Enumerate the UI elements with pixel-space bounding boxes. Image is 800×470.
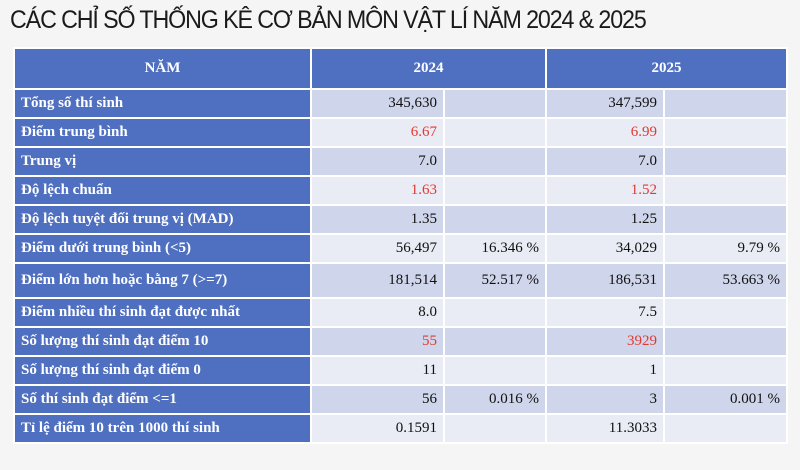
row-label: Điểm lớn hơn hoặc bằng 7 (>=7) xyxy=(13,262,312,299)
row-label: Độ lệch tuyệt đối trung vị (MAD) xyxy=(13,204,312,235)
percent-2025 xyxy=(663,413,788,444)
value-2025: 34,029 xyxy=(545,233,665,264)
value-2024: 345,630 xyxy=(310,88,445,119)
row-label: Điểm nhiều thí sinh đạt được nhất xyxy=(13,297,312,328)
percent-2025: 0.001 % xyxy=(663,384,788,415)
value-2025: 3 xyxy=(545,384,665,415)
percent-2025 xyxy=(663,355,788,386)
row-label: Số lượng thí sinh đạt điểm 0 xyxy=(13,355,312,386)
value-2024: 8.0 xyxy=(310,297,445,328)
percent-2024: 52.517 % xyxy=(443,262,547,299)
percent-2024 xyxy=(443,413,547,444)
percent-2025 xyxy=(663,297,788,328)
percent-2025: 9.79 % xyxy=(663,233,788,264)
value-2025: 186,531 xyxy=(545,262,665,299)
row-label: Điểm dưới trung bình (<5) xyxy=(13,233,312,264)
row-label: Điểm trung bình xyxy=(13,117,312,148)
table-row: Điểm nhiều thí sinh đạt được nhất 8.0 7.5 xyxy=(13,297,788,328)
value-2024: 0.1591 xyxy=(310,413,445,444)
value-2024: 56,497 xyxy=(310,233,445,264)
value-2025: 347,599 xyxy=(545,88,665,119)
value-2025: 1.25 xyxy=(545,204,665,235)
table-row: Số thí sinh đạt điểm <=1 56 0.016 % 3 0.001 … xyxy=(13,384,788,415)
percent-2025 xyxy=(663,204,788,235)
percent-2024 xyxy=(443,355,547,386)
row-label: Số thí sinh đạt điểm <=1 xyxy=(13,384,312,415)
value-2024: 56 xyxy=(310,384,445,415)
table-row: Tổng số thí sinh 345,630 347,599 xyxy=(13,88,788,119)
value-2025: 11.3033 xyxy=(545,413,665,444)
percent-2025 xyxy=(663,117,788,148)
percent-2024 xyxy=(443,297,547,328)
value-2024: 55 xyxy=(310,326,445,357)
percent-2024: 0.016 % xyxy=(443,384,547,415)
value-2024: 11 xyxy=(310,355,445,386)
percent-2025 xyxy=(663,146,788,177)
percent-2024 xyxy=(443,204,547,235)
table-row: Điểm trung bình 6.67 6.99 xyxy=(13,117,788,148)
percent-2024 xyxy=(443,88,547,119)
value-2025: 1 xyxy=(545,355,665,386)
value-2024: 7.0 xyxy=(310,146,445,177)
table-row: Trung vị 7.0 7.0 xyxy=(13,146,788,177)
table-row: Số lượng thí sinh đạt điểm 10 55 3929 xyxy=(13,326,788,357)
value-2024: 6.67 xyxy=(310,117,445,148)
page-title: CÁC CHỈ SỐ THỐNG KÊ CƠ BẢN MÔN VẬT LÍ NĂ… xyxy=(10,6,647,34)
percent-2024 xyxy=(443,146,547,177)
value-2024: 1.35 xyxy=(310,204,445,235)
row-label: Số lượng thí sinh đạt điểm 10 xyxy=(13,326,312,357)
row-label: Tỉ lệ điểm 10 trên 1000 thí sinh xyxy=(13,413,312,444)
table-row: Độ lệch tuyệt đối trung vị (MAD) 1.35 1.25 xyxy=(13,204,788,235)
table-row: Tỉ lệ điểm 10 trên 1000 thí sinh 0.1591 11… xyxy=(13,413,788,444)
value-2024: 181,514 xyxy=(310,262,445,299)
row-label: Độ lệch chuẩn xyxy=(13,175,312,206)
value-2025: 7.5 xyxy=(545,297,665,328)
header-2024: 2024 xyxy=(310,47,547,90)
value-2025: 7.0 xyxy=(545,146,665,177)
percent-2024 xyxy=(443,117,547,148)
row-label: Tổng số thí sinh xyxy=(13,88,312,119)
table-row: Điểm dưới trung bình (<5) 56,497 16.346 % 3… xyxy=(13,233,788,264)
header-year: NĂM xyxy=(13,47,312,90)
percent-2024: 16.346 % xyxy=(443,233,547,264)
table-row: Số lượng thí sinh đạt điểm 0 11 1 xyxy=(13,355,788,386)
row-label: Trung vị xyxy=(13,146,312,177)
percent-2025 xyxy=(663,175,788,206)
value-2025: 6.99 xyxy=(545,117,665,148)
value-2025: 1.52 xyxy=(545,175,665,206)
percent-2024 xyxy=(443,326,547,357)
percent-2025 xyxy=(663,88,788,119)
header-row: NĂM 2024 2025 xyxy=(13,47,788,90)
header-2025: 2025 xyxy=(545,47,788,90)
value-2025: 3929 xyxy=(545,326,665,357)
table-row: Điểm lớn hơn hoặc bằng 7 (>=7) 181,514 52.… xyxy=(13,262,788,299)
percent-2024 xyxy=(443,175,547,206)
table-row: Độ lệch chuẩn 1.63 1.52 xyxy=(13,175,788,206)
statistics-table: NĂM 2024 2025 Tổng số thí sinh 345,630 347… xyxy=(13,47,788,444)
value-2024: 1.63 xyxy=(310,175,445,206)
percent-2025 xyxy=(663,326,788,357)
percent-2025: 53.663 % xyxy=(663,262,788,299)
